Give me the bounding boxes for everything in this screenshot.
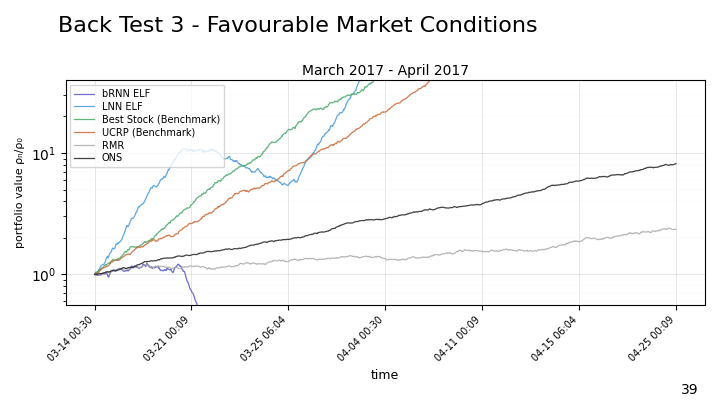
RMR: [339, 255, 348, 260]
Line: UCRP (Benchmark): UCRP (Benchmark): [94, 0, 676, 275]
ONS: [90, 272, 99, 277]
bRNN ELF: [154, 266, 163, 271]
LNN ELF: [153, 183, 162, 188]
Text: Back Test 3 - Favourable Market Conditions: Back Test 3 - Favourable Market Conditio…: [58, 16, 537, 36]
Line: bRNN ELF: bRNN ELF: [94, 263, 676, 405]
Text: 39: 39: [681, 383, 698, 397]
ONS: [505, 196, 513, 200]
Title: March 2017 - April 2017: March 2017 - April 2017: [302, 64, 469, 78]
X-axis label: time: time: [372, 369, 400, 382]
UCRP (Benchmark): [528, 12, 536, 17]
RMR: [593, 237, 601, 242]
UCRP (Benchmark): [153, 238, 162, 243]
RMR: [154, 264, 163, 269]
ONS: [339, 222, 348, 227]
bRNN ELF: [672, 366, 680, 371]
ONS: [528, 189, 537, 194]
ONS: [242, 245, 251, 249]
Line: ONS: ONS: [94, 164, 676, 275]
UCRP (Benchmark): [338, 136, 347, 141]
RMR: [528, 249, 537, 254]
RMR: [242, 260, 251, 265]
RMR: [96, 273, 105, 277]
Y-axis label: portfolio value ρₙ/ρ₀: portfolio value ρₙ/ρ₀: [15, 137, 25, 248]
bRNN ELF: [143, 261, 151, 266]
Best Stock (Benchmark): [242, 163, 251, 168]
UCRP (Benchmark): [242, 189, 251, 194]
Line: LNN ELF: LNN ELF: [94, 0, 676, 275]
LNN ELF: [242, 166, 251, 171]
RMR: [672, 227, 680, 232]
RMR: [665, 226, 674, 230]
bRNN ELF: [90, 272, 99, 277]
UCRP (Benchmark): [90, 272, 99, 277]
ONS: [671, 161, 680, 166]
ONS: [154, 257, 163, 262]
Line: Best Stock (Benchmark): Best Stock (Benchmark): [94, 0, 676, 275]
Best Stock (Benchmark): [338, 95, 347, 100]
ONS: [672, 161, 680, 166]
Line: RMR: RMR: [94, 228, 676, 275]
LNN ELF: [90, 272, 99, 277]
Legend: bRNN ELF, LNN ELF, Best Stock (Benchmark), UCRP (Benchmark), RMR, ONS: bRNN ELF, LNN ELF, Best Stock (Benchmark…: [71, 85, 224, 167]
RMR: [90, 272, 99, 277]
Best Stock (Benchmark): [153, 230, 162, 235]
RMR: [505, 247, 513, 252]
UCRP (Benchmark): [504, 30, 513, 34]
ONS: [593, 175, 601, 180]
ONS: [93, 272, 102, 277]
Best Stock (Benchmark): [90, 272, 99, 277]
LNN ELF: [338, 109, 347, 114]
